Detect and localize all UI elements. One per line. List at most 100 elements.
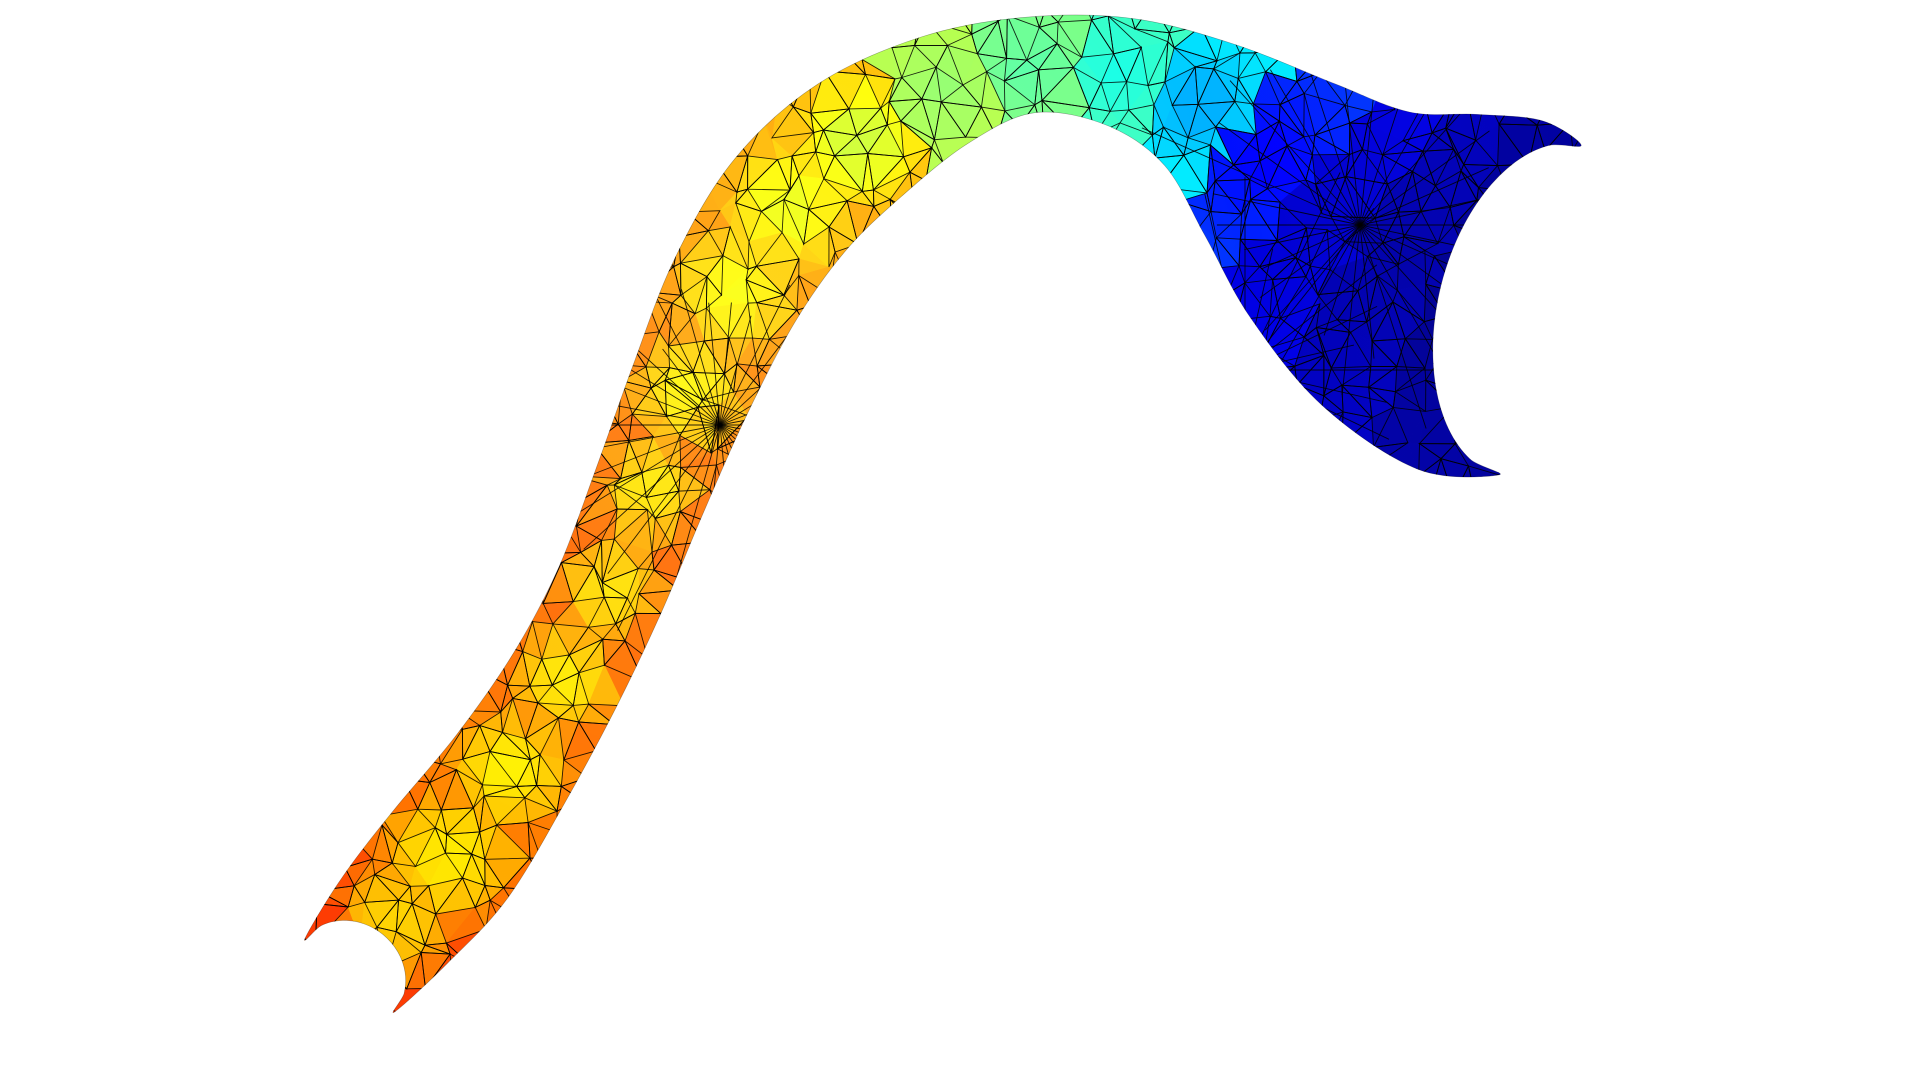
mesh-triangle — [1607, 360, 1617, 386]
mesh-triangle — [523, 914, 554, 927]
mesh-triangle — [1356, 40, 1383, 87]
mesh-edge — [1727, 331, 1737, 355]
mesh-triangle — [363, 808, 383, 826]
mesh-triangle — [1668, 334, 1687, 365]
mesh-triangle — [1223, 319, 1250, 344]
mesh-edge — [304, 990, 344, 1010]
mesh-edge — [1544, 149, 1574, 177]
mesh-triangle — [595, 821, 607, 849]
mesh-triangle — [1719, 393, 1734, 418]
mesh-edge — [1577, 235, 1582, 265]
mesh-edge — [692, 560, 731, 594]
mesh-edge — [1610, 365, 1629, 395]
mesh-triangle — [574, 431, 594, 476]
mesh-edge — [1567, 282, 1582, 308]
mesh-edge — [1560, 87, 1582, 115]
mesh-edge — [1524, 431, 1540, 473]
mesh-edge — [1590, 513, 1628, 545]
mesh-triangle — [694, 125, 713, 165]
mesh-edge — [712, 560, 737, 595]
mesh-triangle — [797, 331, 818, 364]
mesh-edge — [732, 95, 779, 121]
mesh-triangle — [1536, 494, 1570, 519]
mesh-triangle — [605, 796, 628, 828]
mesh-triangle — [1530, 87, 1567, 98]
mesh-edge — [1395, 55, 1432, 77]
mesh-edge — [1119, 109, 1153, 136]
mesh-edge — [609, 783, 630, 799]
mesh-triangle — [1712, 331, 1736, 365]
mesh-triangle — [575, 314, 613, 336]
mesh-triangle — [1485, 75, 1517, 107]
mesh-triangle — [1549, 241, 1580, 270]
mesh-triangle — [1255, 35, 1294, 54]
mesh-triangle — [388, 731, 413, 757]
mesh-edge — [1699, 260, 1725, 291]
mesh-triangle — [980, 179, 994, 214]
mesh-triangle — [1474, 406, 1497, 447]
mesh-edge — [411, 1041, 431, 1073]
mesh-triangle — [1642, 277, 1659, 309]
mesh-edge — [1555, 511, 1582, 547]
mesh-triangle — [1178, 252, 1209, 296]
mesh-edge — [1146, 201, 1174, 238]
mesh-triangle — [1637, 167, 1663, 178]
mesh-edge — [934, 0, 953, 6]
mesh-triangle — [1649, 365, 1686, 382]
mesh-triangle — [571, 373, 603, 392]
mesh-triangle — [861, 17, 877, 60]
mesh-triangle — [1633, 109, 1671, 128]
mesh-triangle — [1307, 459, 1339, 485]
mesh-edge — [705, 527, 726, 543]
mesh-edge — [1249, 15, 1286, 38]
mesh-edge — [1359, 224, 1375, 359]
mesh-edge — [1682, 438, 1705, 470]
mesh-edge — [1187, 103, 1217, 139]
mesh-triangle — [1577, 227, 1582, 263]
mesh-edge — [1446, 40, 1475, 77]
mesh-edge — [914, 212, 939, 242]
mesh-edge — [258, 956, 288, 982]
mesh-edge — [841, 307, 873, 332]
mesh-edge — [1219, 15, 1234, 24]
mesh-edge — [1147, 81, 1166, 107]
mesh-edge — [1603, 200, 1625, 228]
mesh-triangle — [1564, 41, 1581, 89]
mesh-triangle — [622, 681, 652, 707]
mesh-triangle — [1495, 387, 1528, 415]
mesh-edge — [692, 591, 731, 622]
mesh-triangle — [304, 1008, 306, 1013]
mesh-edge — [1642, 382, 1684, 411]
mesh-triangle — [1633, 120, 1671, 167]
mesh-edge — [1222, 332, 1250, 366]
mesh-triangle — [574, 847, 603, 883]
mesh-edge — [1237, 52, 1257, 81]
mesh-triangle — [1347, 492, 1379, 525]
mesh-triangle — [314, 939, 361, 966]
mesh-edge — [461, 659, 475, 684]
mesh-triangle — [344, 808, 383, 830]
mesh-edge — [746, 503, 778, 525]
mesh-triangle — [458, 616, 490, 662]
mesh-edge — [824, 306, 864, 346]
mesh-triangle — [1329, 438, 1343, 462]
mesh-triangle — [1538, 467, 1570, 496]
mesh-edge — [1526, 309, 1558, 336]
mesh-edge — [1244, 224, 1361, 251]
mesh-triangle — [1589, 189, 1604, 200]
mesh-edge — [1474, 406, 1498, 447]
mesh-edge — [1095, 162, 1129, 188]
mesh-triangle — [1540, 334, 1551, 372]
mesh-triangle — [985, 159, 1011, 182]
mesh-triangle — [1713, 208, 1750, 244]
mesh-edge — [631, 696, 664, 740]
mesh-edge — [1210, 312, 1237, 335]
mesh-triangle — [304, 936, 317, 955]
mesh-triangle — [1645, 201, 1687, 235]
mesh-triangle — [824, 307, 864, 346]
mesh-triangle — [1567, 495, 1582, 513]
mesh-triangle — [1304, 18, 1334, 57]
mesh-edge — [1452, 391, 1477, 418]
mesh-edge — [1495, 387, 1529, 415]
